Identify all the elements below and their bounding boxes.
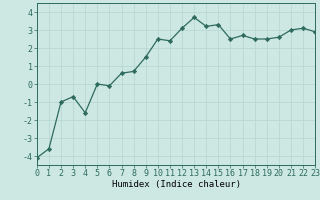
X-axis label: Humidex (Indice chaleur): Humidex (Indice chaleur): [111, 180, 241, 189]
